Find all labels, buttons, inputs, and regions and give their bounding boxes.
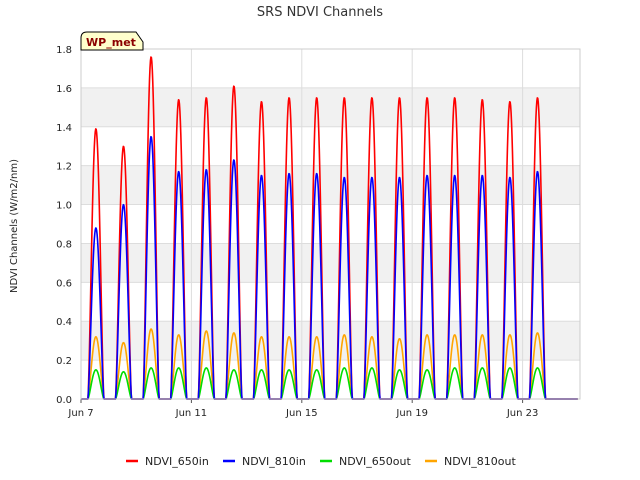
grid-band (81, 321, 580, 361)
y-tick-label: 0.2 (56, 356, 72, 367)
site-badge: WP_met (80, 31, 144, 51)
x-tick-label: Jun 11 (175, 408, 208, 419)
x-tick-label: Jun 19 (395, 408, 428, 419)
x-tick-label: Jun 15 (285, 408, 318, 419)
y-tick-label: 0.6 (56, 278, 72, 289)
badge-label: WP_met (86, 36, 136, 49)
chart-title: SRS NDVI Channels (257, 5, 383, 20)
x-tick-label: Jun 23 (506, 408, 539, 419)
legend-label: NDVI_810in (242, 455, 306, 468)
legend-label: NDVI_650out (339, 455, 411, 468)
badge-box (80, 31, 144, 51)
y-tick-label: 1.4 (56, 123, 72, 134)
y-tick-label: 1.0 (56, 201, 72, 212)
y-axis-label: NDVI Channels (W/m2/nm) (9, 159, 20, 293)
y-tick-label: 1.2 (56, 162, 72, 173)
y-tick-label: 0.0 (56, 395, 72, 406)
legend-label: NDVI_650in (145, 455, 209, 468)
legend: NDVI_650in NDVI_810in NDVI_650out NDVI_810o… (126, 455, 516, 468)
x-tick-label: Jun 7 (67, 408, 93, 419)
grid-band (81, 87, 580, 127)
y-tick-label: 0.4 (56, 317, 72, 328)
legend-label: NDVI_810out (444, 455, 516, 468)
grid-band (81, 165, 580, 205)
axes: 0.0 0.2 0.4 0.6 0.8 1.0 1.2 1.4 1.6 1.8 Jun 7 Jun 1… (56, 45, 581, 419)
grid-band (81, 243, 580, 283)
plot-background (81, 49, 580, 399)
y-tick-label: 0.8 (56, 239, 72, 250)
y-tick-label: 1.6 (56, 84, 72, 95)
plot-frame (80, 48, 581, 400)
y-tick-label: 1.8 (56, 45, 72, 56)
